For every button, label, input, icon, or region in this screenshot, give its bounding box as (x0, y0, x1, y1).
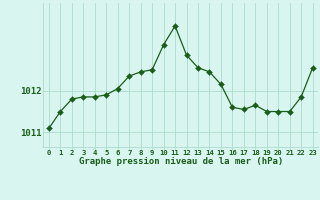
X-axis label: Graphe pression niveau de la mer (hPa): Graphe pression niveau de la mer (hPa) (79, 157, 283, 166)
